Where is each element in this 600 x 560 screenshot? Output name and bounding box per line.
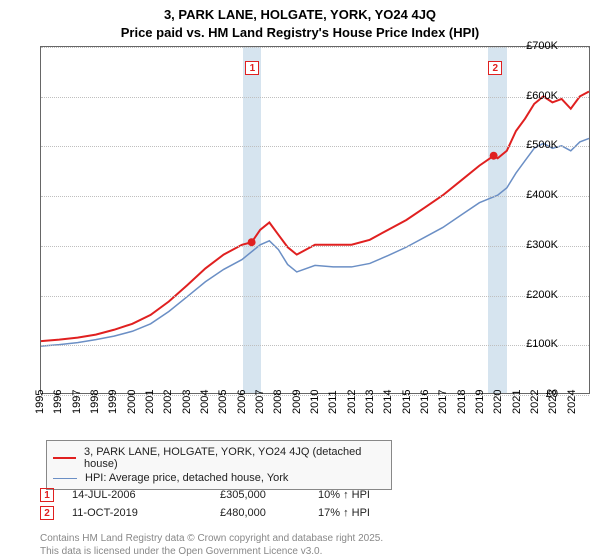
datapoint-id-box: 2 (40, 506, 54, 520)
x-tick-label: 2006 (236, 390, 248, 414)
x-tick-label: 2005 (217, 390, 229, 414)
x-tick-label: 2015 (401, 390, 413, 414)
x-tick-label: 1995 (34, 390, 46, 414)
datapoint-date: 11-OCT-2019 (72, 507, 202, 519)
y-tick-label: £500K (518, 139, 558, 151)
datapoint-date: 14-JUL-2006 (72, 489, 202, 501)
datapoint-delta: 10% ↑ HPI (318, 489, 370, 501)
y-tick-label: £0 (518, 388, 558, 400)
legend-swatch (53, 457, 76, 459)
x-tick-label: 2004 (199, 390, 211, 414)
y-tick-label: £600K (518, 90, 558, 102)
series-property (41, 91, 589, 341)
chart-lines-svg (41, 47, 589, 393)
x-tick-label: 2017 (437, 390, 449, 414)
marker-dot-2 (490, 152, 498, 160)
y-gridline (41, 196, 589, 197)
x-tick-label: 2002 (162, 390, 174, 414)
x-tick-label: 2024 (566, 390, 578, 414)
y-tick-label: £100K (518, 338, 558, 350)
datapoint-price: £480,000 (220, 507, 300, 519)
chart-title-block: 3, PARK LANE, HOLGATE, YORK, YO24 4JQ Pr… (0, 0, 600, 41)
x-tick-label: 2003 (181, 390, 193, 414)
chart-legend: 3, PARK LANE, HOLGATE, YORK, YO24 4JQ (d… (46, 440, 392, 490)
datapoint-row: 2 11-OCT-2019 £480,000 17% ↑ HPI (40, 504, 590, 522)
marker-box-2: 2 (488, 61, 502, 75)
legend-item: HPI: Average price, detached house, York (53, 471, 385, 485)
y-gridline (41, 47, 589, 48)
marker-box-1: 1 (245, 61, 259, 75)
y-tick-label: £400K (518, 189, 558, 201)
x-tick-label: 2000 (126, 390, 138, 414)
x-tick-label: 1997 (71, 390, 83, 414)
x-tick-label: 2016 (419, 390, 431, 414)
datapoint-table: 1 14-JUL-2006 £305,000 10% ↑ HPI 2 11-OCT-201… (40, 486, 590, 522)
x-tick-label: 2014 (382, 390, 394, 414)
y-axis (0, 46, 40, 394)
x-tick-label: 2009 (291, 390, 303, 414)
y-gridline (41, 345, 589, 346)
legend-label: HPI: Average price, detached house, York (85, 472, 288, 484)
x-tick-label: 2013 (364, 390, 376, 414)
credit-line-2: This data is licensed under the Open Gov… (40, 546, 383, 559)
x-tick-label: 2010 (309, 390, 321, 414)
datapoint-delta: 17% ↑ HPI (318, 507, 370, 519)
x-tick-label: 2008 (272, 390, 284, 414)
y-tick-label: £300K (518, 239, 558, 251)
chart-plot-area: 12 (40, 46, 590, 394)
legend-swatch (53, 478, 77, 479)
x-tick-label: 2018 (456, 390, 468, 414)
y-tick-label: £700K (518, 40, 558, 52)
datapoint-id-box: 1 (40, 488, 54, 502)
x-tick-label: 2020 (492, 390, 504, 414)
credit-text: Contains HM Land Registry data © Crown c… (40, 533, 383, 558)
y-gridline (41, 246, 589, 247)
y-tick-label: £200K (518, 289, 558, 301)
series-hpi (41, 138, 589, 346)
legend-item: 3, PARK LANE, HOLGATE, YORK, YO24 4JQ (d… (53, 445, 385, 471)
y-gridline (41, 146, 589, 147)
x-tick-label: 1998 (89, 390, 101, 414)
x-tick-label: 2011 (327, 390, 339, 414)
x-tick-label: 1996 (52, 390, 64, 414)
x-tick-label: 2001 (144, 390, 156, 414)
x-tick-label: 2007 (254, 390, 266, 414)
title-line-1: 3, PARK LANE, HOLGATE, YORK, YO24 4JQ (0, 6, 600, 24)
datapoint-row: 1 14-JUL-2006 £305,000 10% ↑ HPI (40, 486, 590, 504)
x-tick-label: 2012 (346, 390, 358, 414)
datapoint-price: £305,000 (220, 489, 300, 501)
y-gridline (41, 296, 589, 297)
x-tick-label: 2019 (474, 390, 486, 414)
title-line-2: Price paid vs. HM Land Registry's House … (0, 24, 600, 42)
y-gridline (41, 97, 589, 98)
x-axis: 1995199619971998199920002001200220032004… (40, 394, 590, 436)
legend-label: 3, PARK LANE, HOLGATE, YORK, YO24 4JQ (d… (84, 446, 385, 470)
x-tick-label: 1999 (107, 390, 119, 414)
credit-line-1: Contains HM Land Registry data © Crown c… (40, 533, 383, 546)
